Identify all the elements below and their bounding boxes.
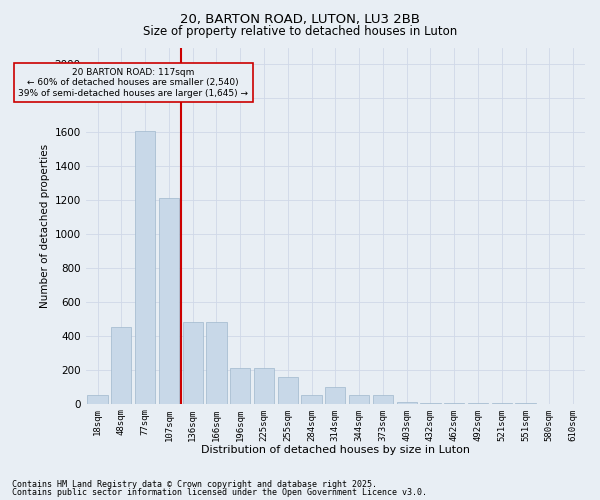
- Bar: [444, 403, 464, 404]
- Bar: [254, 368, 274, 404]
- Bar: [206, 322, 227, 404]
- Text: Contains HM Land Registry data © Crown copyright and database right 2025.: Contains HM Land Registry data © Crown c…: [12, 480, 377, 489]
- Y-axis label: Number of detached properties: Number of detached properties: [40, 144, 50, 308]
- Bar: [159, 198, 179, 404]
- Text: 20, BARTON ROAD, LUTON, LU3 2BB: 20, BARTON ROAD, LUTON, LU3 2BB: [180, 12, 420, 26]
- Text: Size of property relative to detached houses in Luton: Size of property relative to detached ho…: [143, 25, 457, 38]
- Bar: [111, 328, 131, 404]
- Bar: [230, 368, 250, 404]
- Bar: [397, 402, 417, 404]
- Bar: [88, 395, 108, 404]
- X-axis label: Distribution of detached houses by size in Luton: Distribution of detached houses by size …: [201, 445, 470, 455]
- Bar: [278, 376, 298, 404]
- Bar: [373, 395, 393, 404]
- Bar: [468, 403, 488, 404]
- Bar: [301, 395, 322, 404]
- Bar: [325, 387, 346, 404]
- Bar: [182, 322, 203, 404]
- Text: 20 BARTON ROAD: 117sqm
← 60% of detached houses are smaller (2,540)
39% of semi-: 20 BARTON ROAD: 117sqm ← 60% of detached…: [18, 68, 248, 98]
- Text: Contains public sector information licensed under the Open Government Licence v3: Contains public sector information licen…: [12, 488, 427, 497]
- Bar: [135, 130, 155, 404]
- Bar: [421, 403, 440, 404]
- Bar: [349, 395, 369, 404]
